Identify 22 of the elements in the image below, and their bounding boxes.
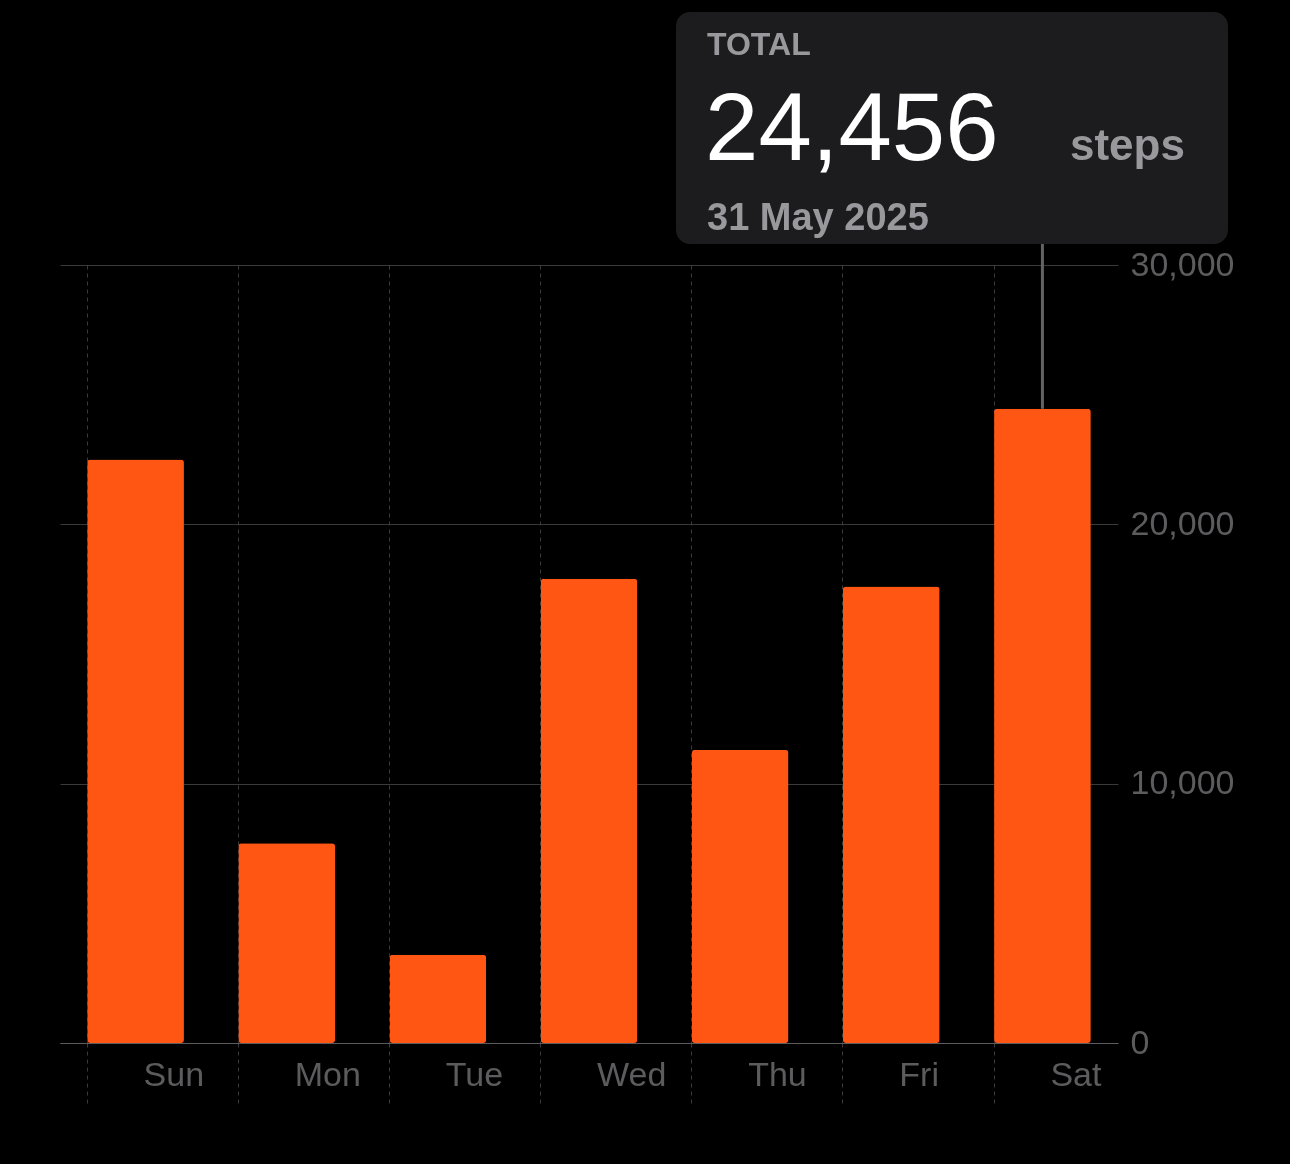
x-tick-label: Sat [1050,1054,1103,1093]
bar [842,586,940,1043]
x-tick-label: Fri [899,1054,939,1093]
bar [540,578,638,1043]
y-tick-label: 0 [1130,1022,1150,1061]
bar [691,749,789,1043]
x-tick-label: Thu [748,1054,807,1093]
annotation: 24,456 [705,73,999,180]
x-tick-label: Tue [445,1054,504,1093]
y-tick-label: 20,000 [1130,503,1235,542]
text: 31 May 2025 [707,196,929,238]
bar [389,954,487,1043]
bar [238,843,336,1043]
y-tick-label: 10,000 [1130,763,1235,802]
x-tick-label: Sun [143,1054,205,1093]
text: steps [1070,120,1185,169]
x-tick-label: Mon [294,1054,361,1093]
bar [994,408,1091,1043]
x-tick-label: Wed [597,1054,667,1093]
y-tick-label: 30,000 [1130,244,1235,283]
bar [87,459,184,1043]
text: TOTAL [707,26,811,62]
